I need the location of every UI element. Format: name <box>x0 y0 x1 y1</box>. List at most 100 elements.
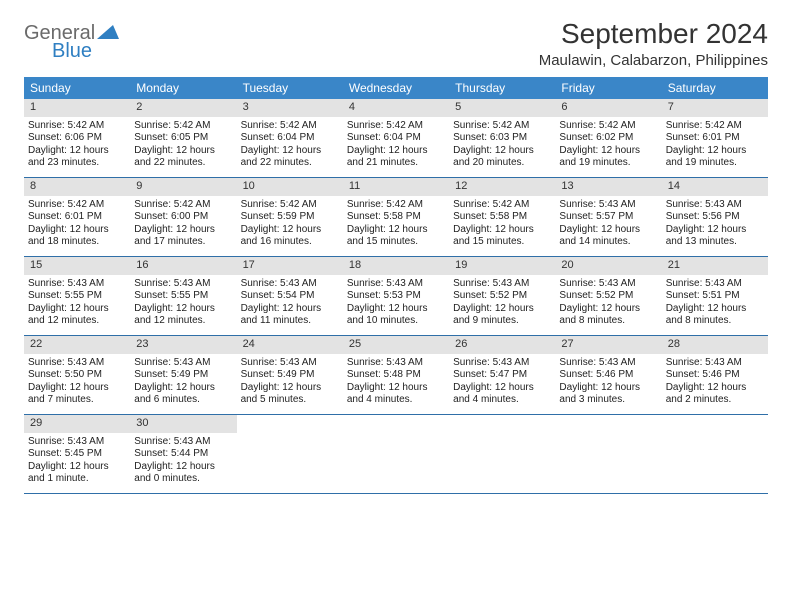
calendar-day-empty <box>662 415 768 493</box>
calendar-day: 6Sunrise: 5:42 AMSunset: 6:02 PMDaylight… <box>555 99 661 177</box>
calendar-day-empty <box>237 415 343 493</box>
sunset-text: Sunset: 5:59 PM <box>241 211 339 224</box>
logo-text: General Blue <box>24 24 119 60</box>
daylight-text: Daylight: 12 hours and 14 minutes. <box>559 224 657 249</box>
sunset-text: Sunset: 5:46 PM <box>559 369 657 382</box>
daylight-text: Daylight: 12 hours and 7 minutes. <box>28 382 126 407</box>
sunset-text: Sunset: 6:02 PM <box>559 132 657 145</box>
sunrise-text: Sunrise: 5:43 AM <box>453 357 551 370</box>
sunrise-text: Sunrise: 5:43 AM <box>28 357 126 370</box>
weekday-header: Sunday <box>24 77 130 99</box>
calendar-day: 20Sunrise: 5:43 AMSunset: 5:52 PMDayligh… <box>555 257 661 335</box>
sunrise-text: Sunrise: 5:42 AM <box>134 120 232 133</box>
sunset-text: Sunset: 5:50 PM <box>28 369 126 382</box>
day-number: 5 <box>449 99 555 117</box>
calendar-body: 1Sunrise: 5:42 AMSunset: 6:06 PMDaylight… <box>24 99 768 494</box>
sunset-text: Sunset: 5:45 PM <box>28 448 126 461</box>
calendar-day: 9Sunrise: 5:42 AMSunset: 6:00 PMDaylight… <box>130 178 236 256</box>
calendar-day: 2Sunrise: 5:42 AMSunset: 6:05 PMDaylight… <box>130 99 236 177</box>
day-number: 27 <box>555 336 661 354</box>
calendar-day: 29Sunrise: 5:43 AMSunset: 5:45 PMDayligh… <box>24 415 130 493</box>
day-number: 6 <box>555 99 661 117</box>
sunset-text: Sunset: 5:44 PM <box>134 448 232 461</box>
weekday-header: Monday <box>130 77 236 99</box>
daylight-text: Daylight: 12 hours and 4 minutes. <box>453 382 551 407</box>
sunrise-text: Sunrise: 5:43 AM <box>28 278 126 291</box>
daylight-text: Daylight: 12 hours and 3 minutes. <box>559 382 657 407</box>
daylight-text: Daylight: 12 hours and 4 minutes. <box>347 382 445 407</box>
sunset-text: Sunset: 6:04 PM <box>347 132 445 145</box>
sunrise-text: Sunrise: 5:43 AM <box>559 278 657 291</box>
calendar-day: 11Sunrise: 5:42 AMSunset: 5:58 PMDayligh… <box>343 178 449 256</box>
sunset-text: Sunset: 6:04 PM <box>241 132 339 145</box>
sunset-text: Sunset: 5:49 PM <box>241 369 339 382</box>
day-number: 15 <box>24 257 130 275</box>
sunset-text: Sunset: 6:03 PM <box>453 132 551 145</box>
sunrise-text: Sunrise: 5:42 AM <box>241 120 339 133</box>
sunset-text: Sunset: 5:56 PM <box>666 211 764 224</box>
calendar-day: 16Sunrise: 5:43 AMSunset: 5:55 PMDayligh… <box>130 257 236 335</box>
logo: General Blue <box>24 18 119 60</box>
calendar-page: General Blue September 2024 Maulawin, Ca… <box>0 0 792 494</box>
daylight-text: Daylight: 12 hours and 12 minutes. <box>134 303 232 328</box>
sunrise-text: Sunrise: 5:43 AM <box>134 278 232 291</box>
calendar-day: 5Sunrise: 5:42 AMSunset: 6:03 PMDaylight… <box>449 99 555 177</box>
sunset-text: Sunset: 5:55 PM <box>134 290 232 303</box>
sunset-text: Sunset: 5:58 PM <box>347 211 445 224</box>
sunrise-text: Sunrise: 5:42 AM <box>347 199 445 212</box>
sunrise-text: Sunrise: 5:43 AM <box>241 278 339 291</box>
daylight-text: Daylight: 12 hours and 8 minutes. <box>666 303 764 328</box>
day-number: 12 <box>449 178 555 196</box>
sunrise-text: Sunrise: 5:42 AM <box>453 199 551 212</box>
daylight-text: Daylight: 12 hours and 17 minutes. <box>134 224 232 249</box>
day-number: 24 <box>237 336 343 354</box>
daylight-text: Daylight: 12 hours and 23 minutes. <box>28 145 126 170</box>
calendar-day-empty <box>449 415 555 493</box>
sunrise-text: Sunrise: 5:43 AM <box>666 357 764 370</box>
sunrise-text: Sunrise: 5:42 AM <box>241 199 339 212</box>
sunset-text: Sunset: 6:05 PM <box>134 132 232 145</box>
calendar-day: 28Sunrise: 5:43 AMSunset: 5:46 PMDayligh… <box>662 336 768 414</box>
calendar-day: 22Sunrise: 5:43 AMSunset: 5:50 PMDayligh… <box>24 336 130 414</box>
day-number: 7 <box>662 99 768 117</box>
calendar-day: 14Sunrise: 5:43 AMSunset: 5:56 PMDayligh… <box>662 178 768 256</box>
sunrise-text: Sunrise: 5:43 AM <box>559 357 657 370</box>
weekday-header: Tuesday <box>237 77 343 99</box>
daylight-text: Daylight: 12 hours and 15 minutes. <box>453 224 551 249</box>
calendar-day: 8Sunrise: 5:42 AMSunset: 6:01 PMDaylight… <box>24 178 130 256</box>
daylight-text: Daylight: 12 hours and 12 minutes. <box>28 303 126 328</box>
sunrise-text: Sunrise: 5:42 AM <box>347 120 445 133</box>
logo-triangle-icon <box>97 24 119 42</box>
sunrise-text: Sunrise: 5:43 AM <box>559 199 657 212</box>
sunrise-text: Sunrise: 5:43 AM <box>347 357 445 370</box>
day-number: 9 <box>130 178 236 196</box>
day-number: 25 <box>343 336 449 354</box>
sunset-text: Sunset: 5:46 PM <box>666 369 764 382</box>
day-number: 21 <box>662 257 768 275</box>
day-number: 11 <box>343 178 449 196</box>
calendar-day: 19Sunrise: 5:43 AMSunset: 5:52 PMDayligh… <box>449 257 555 335</box>
daylight-text: Daylight: 12 hours and 1 minute. <box>28 461 126 486</box>
calendar-day: 3Sunrise: 5:42 AMSunset: 6:04 PMDaylight… <box>237 99 343 177</box>
sunset-text: Sunset: 6:01 PM <box>28 211 126 224</box>
day-number: 1 <box>24 99 130 117</box>
daylight-text: Daylight: 12 hours and 19 minutes. <box>666 145 764 170</box>
sunset-text: Sunset: 5:48 PM <box>347 369 445 382</box>
sunrise-text: Sunrise: 5:43 AM <box>241 357 339 370</box>
weekday-header: Wednesday <box>343 77 449 99</box>
daylight-text: Daylight: 12 hours and 18 minutes. <box>28 224 126 249</box>
calendar-day: 1Sunrise: 5:42 AMSunset: 6:06 PMDaylight… <box>24 99 130 177</box>
sunrise-text: Sunrise: 5:43 AM <box>28 436 126 449</box>
calendar-header-row: Sunday Monday Tuesday Wednesday Thursday… <box>24 77 768 99</box>
calendar-day: 4Sunrise: 5:42 AMSunset: 6:04 PMDaylight… <box>343 99 449 177</box>
weekday-header: Friday <box>555 77 661 99</box>
day-number: 23 <box>130 336 236 354</box>
daylight-text: Daylight: 12 hours and 5 minutes. <box>241 382 339 407</box>
calendar-week: 15Sunrise: 5:43 AMSunset: 5:55 PMDayligh… <box>24 257 768 336</box>
day-number: 4 <box>343 99 449 117</box>
sunset-text: Sunset: 5:54 PM <box>241 290 339 303</box>
sunset-text: Sunset: 5:47 PM <box>453 369 551 382</box>
sunset-text: Sunset: 6:06 PM <box>28 132 126 145</box>
day-number: 8 <box>24 178 130 196</box>
calendar-day: 24 Sunrise: 5:43 AMSunset: 5:49 PMDayligh… <box>237 336 343 414</box>
